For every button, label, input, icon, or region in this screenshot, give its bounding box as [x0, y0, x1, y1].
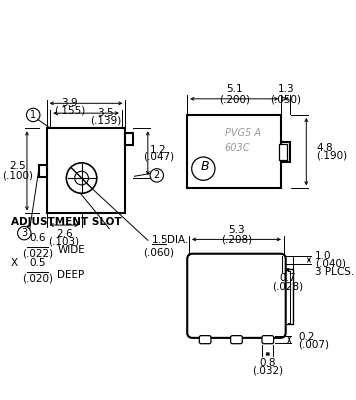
FancyBboxPatch shape — [187, 254, 286, 338]
Bar — [279, 144, 287, 160]
Text: 0.5: 0.5 — [30, 258, 46, 268]
Text: (.040): (.040) — [315, 258, 346, 268]
Text: (.032): (.032) — [252, 366, 283, 376]
Text: (.200): (.200) — [219, 94, 250, 104]
Circle shape — [192, 157, 215, 180]
Circle shape — [26, 108, 40, 122]
Text: 0.2: 0.2 — [298, 332, 315, 342]
Text: DEEP: DEEP — [57, 270, 85, 280]
FancyBboxPatch shape — [262, 336, 274, 344]
Text: 2: 2 — [154, 170, 160, 180]
Text: 1.5: 1.5 — [152, 235, 169, 245]
Circle shape — [75, 171, 88, 185]
Text: (.103): (.103) — [48, 237, 80, 247]
Text: 1.2: 1.2 — [150, 145, 167, 155]
Text: (.050): (.050) — [270, 94, 301, 104]
Text: 5.3: 5.3 — [228, 225, 245, 235]
Text: 3: 3 — [21, 228, 27, 238]
Text: 4.8: 4.8 — [316, 143, 333, 153]
Text: (.139): (.139) — [90, 115, 121, 125]
Text: (.022): (.022) — [22, 248, 53, 258]
FancyBboxPatch shape — [231, 336, 242, 344]
Text: (.028): (.028) — [272, 282, 303, 292]
Text: (.100): (.100) — [2, 170, 33, 180]
Text: 0.6: 0.6 — [30, 233, 46, 243]
Text: (.020): (.020) — [22, 274, 53, 284]
Text: 3.9: 3.9 — [62, 98, 78, 108]
Circle shape — [150, 169, 163, 182]
Bar — [125, 133, 134, 145]
Text: X: X — [11, 258, 18, 268]
Text: 1.0: 1.0 — [315, 252, 332, 262]
Text: 1.3: 1.3 — [277, 84, 294, 94]
Text: 3 PLCS.: 3 PLCS. — [315, 267, 355, 277]
Text: 603C: 603C — [225, 143, 250, 153]
Circle shape — [17, 226, 31, 240]
Text: (.047): (.047) — [143, 152, 174, 162]
Text: (.155): (.155) — [54, 106, 85, 116]
Text: 2.5: 2.5 — [10, 162, 26, 172]
Text: B: B — [201, 160, 209, 173]
Bar — [47, 128, 125, 214]
Text: (.190): (.190) — [316, 150, 347, 160]
Text: (.007): (.007) — [298, 339, 329, 349]
Bar — [281, 142, 290, 162]
Text: (.060): (.060) — [143, 248, 174, 258]
Text: 2.6: 2.6 — [56, 229, 72, 239]
Text: 1: 1 — [30, 110, 36, 120]
Text: DIA.: DIA. — [167, 235, 188, 245]
Bar — [38, 165, 47, 177]
Text: PVG5 A: PVG5 A — [225, 128, 261, 138]
Text: 0.8: 0.8 — [260, 358, 276, 368]
Circle shape — [66, 163, 97, 193]
Text: 0.7: 0.7 — [279, 274, 296, 284]
Text: 3.5: 3.5 — [98, 108, 114, 118]
Text: WIDE: WIDE — [57, 245, 85, 255]
Text: ADJUSTMENT SLOT: ADJUSTMENT SLOT — [11, 217, 121, 227]
Text: (.208): (.208) — [221, 235, 252, 245]
Text: 5.1: 5.1 — [226, 84, 242, 94]
Bar — [187, 115, 281, 188]
FancyBboxPatch shape — [199, 336, 211, 344]
